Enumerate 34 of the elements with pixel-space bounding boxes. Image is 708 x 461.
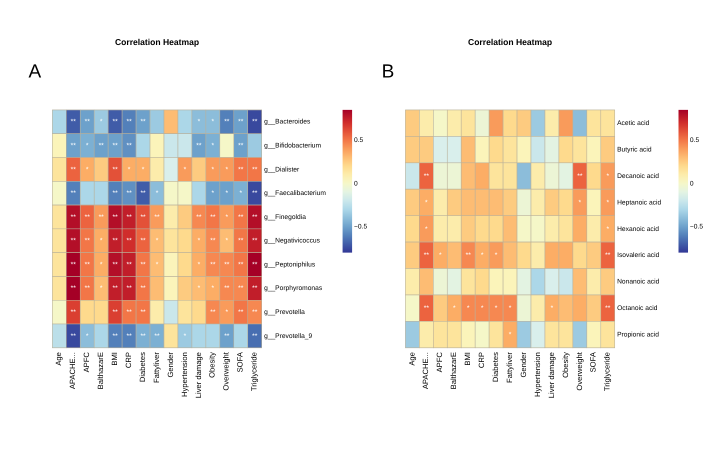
x-tick-label: Fattyliver	[152, 352, 161, 383]
x-tick-label: Gender	[166, 352, 175, 378]
x-tick-label: Triglyceride	[602, 352, 612, 392]
x-tick-label: Age	[407, 352, 416, 366]
x-tick-label: Obesity	[560, 352, 570, 378]
x-tick-label: APFC	[435, 352, 444, 372]
x-tick-label: Obesity	[208, 352, 217, 378]
x-tick-label: APFC	[82, 352, 92, 372]
text: A	[28, 62, 42, 83]
x-tick-label: Fattyliver	[504, 352, 514, 383]
x-tick-label: APACHE...	[421, 352, 430, 390]
x-tick-label: SOFA	[236, 351, 245, 372]
x-tick-label: SOFA	[588, 351, 598, 372]
x-tick-label: Overweight	[222, 351, 231, 391]
x-tick-label: APACHE...	[68, 352, 78, 390]
x-tick-label: CRP	[124, 352, 134, 368]
x-tick-label: BMI	[463, 352, 472, 366]
chart-title: Correlation Heatmap	[114, 37, 200, 48]
chart-title: Correlation Heatmap	[468, 37, 552, 48]
x-tick-label: Hypertension	[180, 352, 189, 397]
x-tick-label: Liver damage	[546, 352, 556, 398]
text: B	[382, 62, 394, 83]
x-tick-label: BalthazarE	[96, 352, 106, 390]
x-tick-label: Overweight	[574, 351, 584, 391]
x-tick-label: Gender	[518, 352, 528, 378]
x-tick-label: Triglyceride	[250, 352, 259, 392]
x-tick-label: CRP	[477, 352, 486, 368]
x-tick-label: Hypertension	[532, 352, 542, 397]
x-tick-label: Liver damage	[194, 352, 203, 398]
x-tick-label: Age	[54, 352, 64, 366]
x-tick-label: Diabetes	[138, 352, 147, 382]
x-tick-label: BMI	[110, 352, 120, 366]
x-tick-label: Diabetes	[491, 352, 500, 382]
x-tick-label: BalthazarE	[449, 352, 458, 390]
